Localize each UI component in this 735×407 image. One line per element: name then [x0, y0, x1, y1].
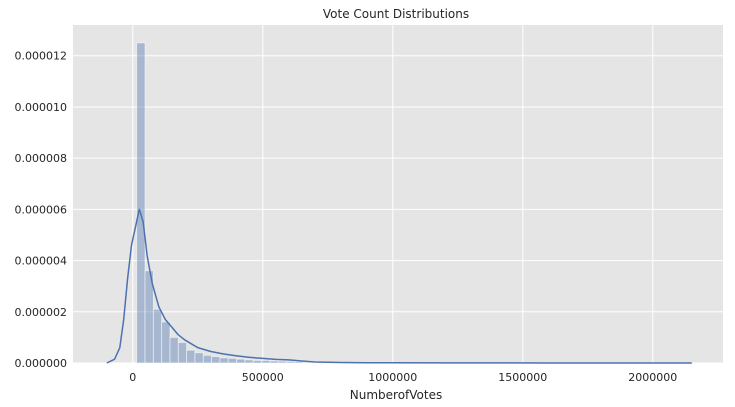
kde-line-group [106, 208, 692, 364]
histogram-bars [136, 42, 304, 364]
histogram-bar [177, 342, 188, 364]
histogram-bar [169, 336, 179, 364]
kde-line [106, 208, 692, 364]
histogram-bar [219, 357, 229, 364]
histogram-bar [244, 359, 254, 364]
histogram-bar [227, 357, 237, 364]
histogram-bar [261, 360, 271, 364]
y-tick-label: 0.000002 [15, 306, 68, 319]
y-tick-label: 0.000000 [15, 357, 68, 370]
y-tick-label: 0.000008 [15, 152, 68, 165]
histogram-bar [211, 356, 221, 364]
x-axis-title: NumberofVotes [350, 388, 442, 402]
plot-area [73, 25, 723, 363]
histogram-bar [161, 321, 171, 364]
histogram-bar [194, 352, 204, 364]
y-tick-label: 0.000004 [15, 255, 68, 268]
x-tick-label: 0 [129, 371, 136, 384]
histogram-bar [136, 42, 146, 364]
histogram-bar [286, 361, 296, 364]
histogram-bar [277, 360, 287, 364]
x-tick-label: 1000000 [368, 371, 417, 384]
histogram-bar [152, 308, 163, 364]
y-gridlines [73, 55, 723, 364]
x-tick-label: 2000000 [628, 371, 677, 384]
x-tick-label: 500000 [242, 371, 284, 384]
histogram-bar [294, 361, 304, 364]
y-tick-label: 0.000010 [15, 101, 68, 114]
x-tick-labels: 0 500000 1000000 1500000 2000000 [129, 371, 677, 384]
histogram-bar [202, 354, 212, 364]
x-gridlines [132, 25, 654, 363]
y-tick-label: 0.000012 [15, 50, 68, 63]
histogram-bar [236, 358, 246, 364]
chart-title: Vote Count Distributions [323, 7, 469, 21]
histogram-bar [252, 360, 262, 364]
y-tick-labels: 0.000000 0.000002 0.000004 0.000006 0.000008… [15, 50, 68, 370]
x-tick-label: 1500000 [498, 371, 547, 384]
y-tick-label: 0.000006 [15, 203, 68, 216]
histogram-bar [186, 349, 196, 364]
histogram-bar [269, 360, 279, 364]
